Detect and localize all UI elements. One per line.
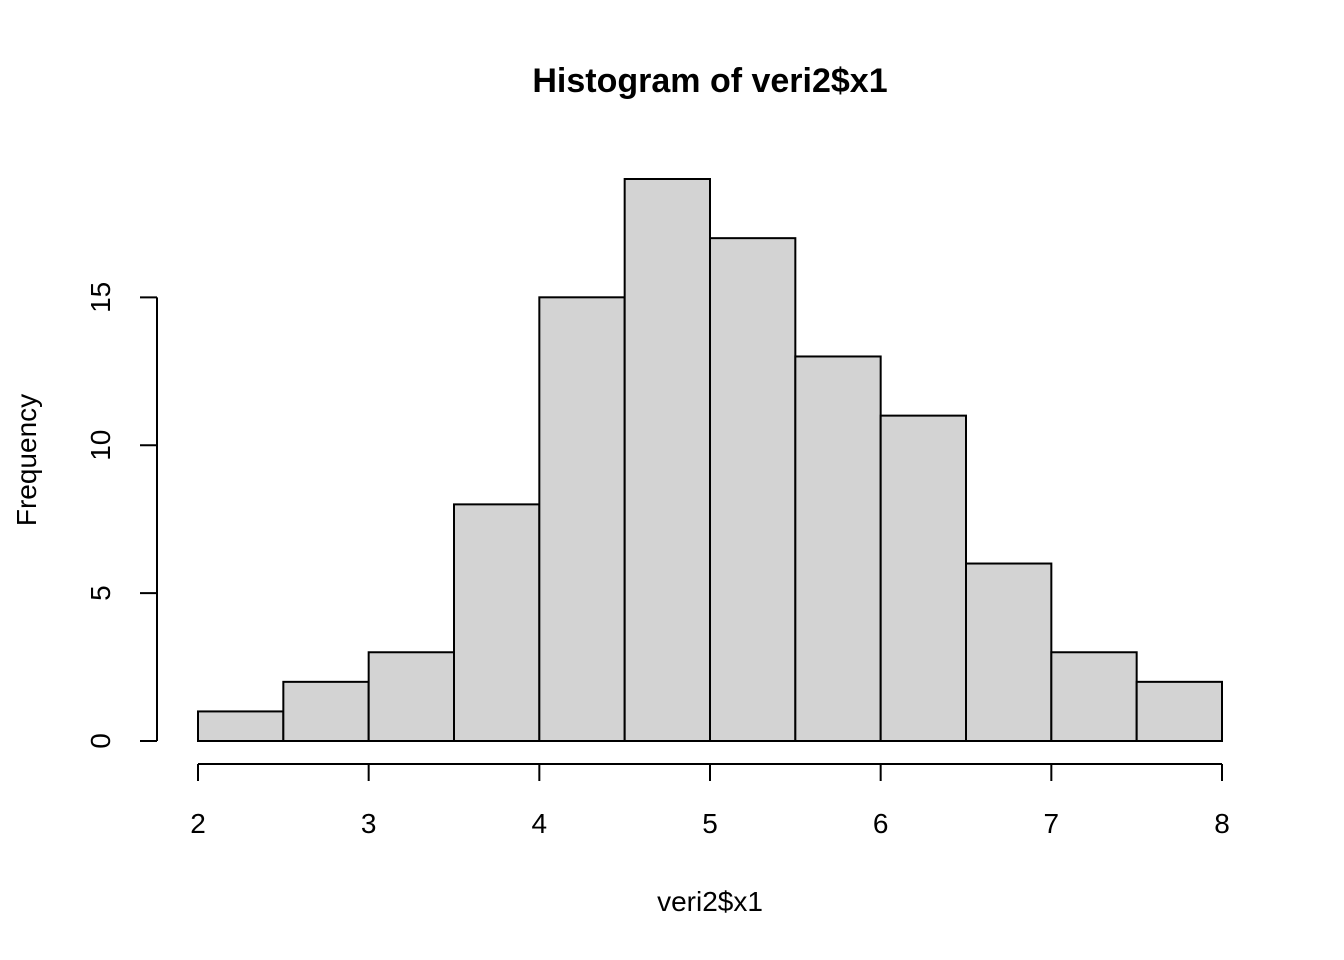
- y-axis: 0 5 10 15: [85, 282, 158, 749]
- x-tick-label-1: 3: [361, 808, 377, 839]
- y-axis-label: Frequency: [11, 394, 42, 526]
- y-tick-label-3: 15: [85, 282, 116, 313]
- y-tick-label-2: 10: [85, 430, 116, 461]
- x-axis: 2 3 4 5 6 7 8: [190, 763, 1230, 839]
- histogram-bar-0: [197, 710, 285, 743]
- histogram-bar-11: [1135, 680, 1223, 742]
- histogram-bar-2: [367, 651, 455, 743]
- x-tick-label-0: 2: [190, 808, 206, 839]
- histogram-bar-9: [965, 562, 1053, 742]
- chart-title: Histogram of veri2$x1: [532, 62, 887, 100]
- histogram-bar-3: [453, 503, 541, 742]
- histogram-bar-10: [1050, 651, 1138, 743]
- y-tick-label-0: 0: [85, 733, 116, 749]
- x-axis-label: veri2$x1: [657, 886, 763, 917]
- x-tick-label-3: 5: [702, 808, 718, 839]
- histogram-bar-5: [623, 178, 712, 742]
- histogram-bar-1: [282, 680, 370, 742]
- x-tick-label-5: 7: [1044, 808, 1060, 839]
- bars-layer: [197, 178, 1223, 743]
- histogram-bar-8: [879, 414, 968, 742]
- histogram-bar-7: [794, 355, 882, 742]
- x-tick-label-2: 4: [532, 808, 548, 839]
- histogram-bar-6: [709, 237, 797, 742]
- y-tick-label-1: 5: [85, 585, 116, 601]
- x-tick-label-4: 6: [873, 808, 889, 839]
- histogram-bar-4: [538, 296, 626, 742]
- x-tick-label-6: 8: [1214, 808, 1230, 839]
